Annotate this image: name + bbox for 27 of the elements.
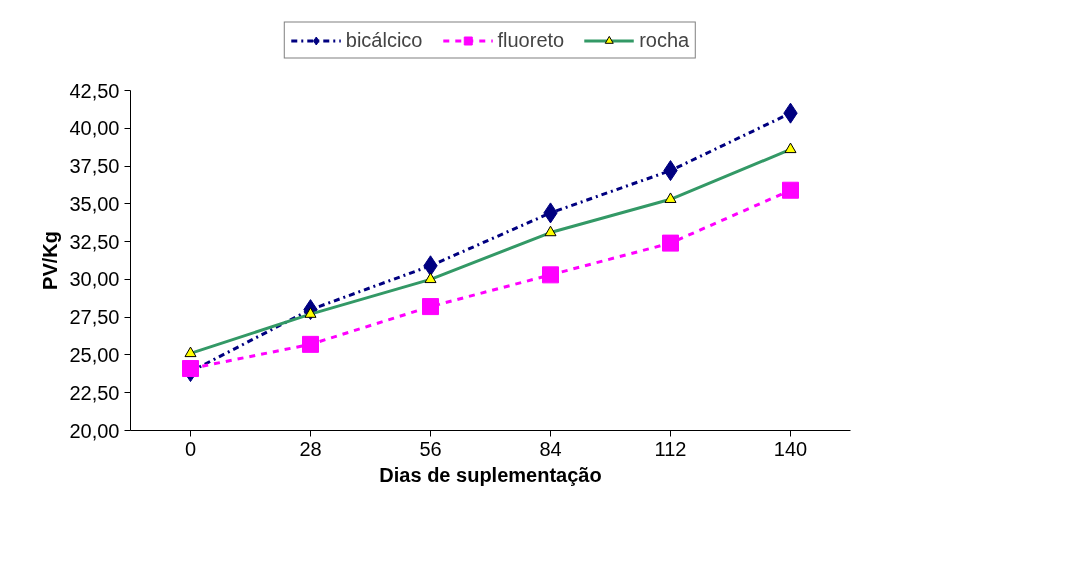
y-tick-label: 32,50 <box>69 230 120 253</box>
y-tick-label: 30,00 <box>69 268 120 291</box>
legend-label: bicálcico <box>345 28 423 52</box>
point <box>422 298 439 316</box>
x-tick-label: 84 <box>539 437 562 460</box>
y-tick-label: 40,00 <box>69 117 120 140</box>
y-tick-label: 27,50 <box>69 306 120 329</box>
point <box>782 181 799 199</box>
y-tick-label: 42,50 <box>69 79 120 102</box>
legend-label: fluoreto <box>497 28 565 52</box>
x-tick-label: 28 <box>299 437 322 460</box>
x-tick-label: 0 <box>184 437 197 460</box>
point <box>542 266 559 284</box>
y-tick-label: 35,00 <box>69 192 120 215</box>
x-tick-label: 112 <box>654 437 687 460</box>
point <box>302 335 319 353</box>
y-tick-label: 37,50 <box>69 155 120 178</box>
x-tick-label: 56 <box>419 437 442 460</box>
y-tick-label: 25,00 <box>69 343 120 366</box>
point <box>662 234 679 252</box>
x-axis-title: Dias de suplementação <box>379 463 602 486</box>
y-tick-label: 20,00 <box>69 419 120 442</box>
y-tick-label: 22,50 <box>69 381 120 404</box>
y-axis-title: PV/Kg <box>39 231 62 290</box>
x-tick-label: 140 <box>773 437 808 460</box>
point <box>182 360 199 378</box>
legend-label: rocha <box>639 28 690 52</box>
